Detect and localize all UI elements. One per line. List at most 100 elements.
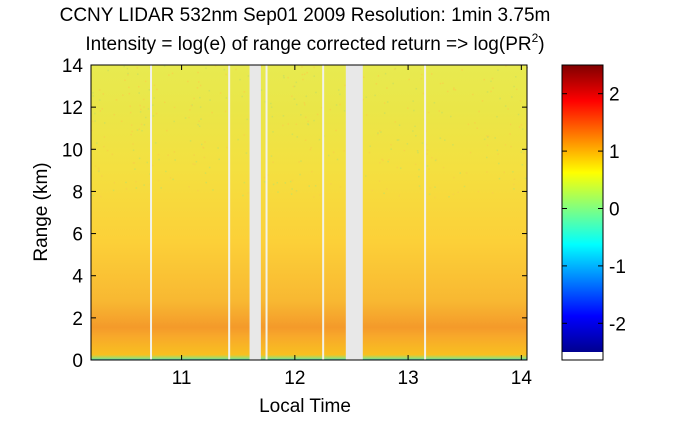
noise-speck (300, 160, 302, 162)
noise-speck (439, 137, 442, 139)
noise-speck (131, 130, 133, 133)
noise-speck (461, 69, 463, 71)
noise-speck (282, 124, 284, 127)
noise-speck (314, 185, 317, 187)
noise-speck (243, 181, 246, 184)
data-gap-0 (249, 65, 261, 360)
y-tick-label-0: 0 (72, 351, 83, 372)
noise-speck (98, 89, 101, 91)
noise-speck (393, 68, 396, 71)
thin-gap-3 (322, 65, 325, 360)
noise-speck (496, 149, 499, 152)
noise-speck (486, 91, 489, 93)
x-tick-label-13: 13 (398, 368, 419, 389)
noise-speck (134, 168, 136, 170)
noise-speck (313, 196, 315, 198)
noise-speck (305, 116, 307, 119)
noise-speck (425, 143, 428, 146)
noise-speck (365, 114, 368, 116)
noise-speck (337, 89, 340, 91)
noise-speck (277, 191, 279, 193)
noise-speck (381, 158, 383, 161)
noise-speck (264, 100, 267, 103)
y-tick-label-14: 14 (62, 56, 84, 77)
noise-speck (467, 123, 470, 126)
noise-speck (133, 162, 136, 164)
colorbar-tick-label--1: -1 (609, 257, 626, 278)
noise-speck (301, 66, 303, 68)
noise-speck (287, 123, 290, 125)
noise-speck (153, 84, 156, 87)
noise-speck (128, 86, 130, 89)
noise-speck (478, 110, 480, 113)
noise-speck (407, 107, 409, 109)
noise-speck (144, 80, 147, 83)
noise-speck (316, 113, 319, 116)
noise-speck (115, 99, 118, 101)
noise-speck (217, 147, 219, 149)
noise-speck (204, 172, 207, 174)
noise-speck (132, 149, 135, 152)
noise-speck (394, 121, 397, 123)
noise-speck (441, 111, 443, 114)
noise-speck (497, 153, 499, 155)
noise-speck (380, 131, 382, 133)
noise-speck (421, 73, 423, 76)
noise-speck (152, 104, 154, 106)
noise-speck (152, 115, 155, 117)
noise-speck (335, 129, 337, 132)
noise-speck (290, 193, 293, 195)
noise-speck (94, 165, 97, 167)
noise-speck (416, 149, 419, 152)
plot-area (90, 64, 528, 361)
noise-speck (469, 151, 472, 154)
noise-speck (260, 89, 263, 91)
noise-speck (298, 161, 300, 163)
noise-speck (434, 159, 437, 162)
noise-speck (377, 132, 379, 134)
noise-speck (209, 99, 211, 101)
title-line2-suffix: ) (538, 34, 544, 55)
noise-speck (307, 123, 310, 126)
noise-speck (127, 74, 129, 76)
noise-speck (189, 109, 191, 111)
noise-speck (122, 94, 124, 96)
noise-speck (243, 91, 246, 93)
noise-speck (304, 139, 307, 141)
colorbar-frame (561, 64, 604, 361)
noise-speck (130, 124, 133, 126)
noise-speck (305, 95, 308, 98)
noise-speck (452, 88, 455, 91)
noise-speck (92, 92, 94, 94)
noise-speck (483, 138, 486, 141)
noise-speck (299, 173, 301, 176)
noise-speck (192, 163, 195, 165)
noise-speck (406, 143, 409, 145)
noise-speck (511, 96, 513, 98)
noise-speck (481, 100, 484, 102)
noise-speck (365, 96, 368, 98)
noise-speck (428, 168, 430, 170)
noise-speck (153, 97, 155, 99)
noise-speck (149, 173, 151, 175)
noise-speck (390, 143, 392, 146)
thin-gap-2 (265, 65, 268, 360)
noise-speck (112, 189, 115, 192)
noise-speck (123, 65, 125, 68)
noise-speck (327, 154, 330, 157)
noise-speck (433, 102, 436, 104)
noise-speck (504, 144, 507, 146)
noise-speck (143, 123, 146, 126)
noise-speck (198, 120, 200, 123)
noise-speck (92, 147, 95, 149)
noise-speck (193, 97, 195, 100)
noise-speck (505, 65, 507, 67)
noise-speck (438, 110, 441, 112)
noise-speck (130, 133, 132, 136)
noise-speck (163, 101, 166, 104)
noise-speck (141, 130, 143, 132)
noise-speck (272, 183, 275, 186)
noise-speck (319, 194, 321, 196)
noise-speck (522, 152, 525, 154)
noise-speck (343, 150, 345, 152)
